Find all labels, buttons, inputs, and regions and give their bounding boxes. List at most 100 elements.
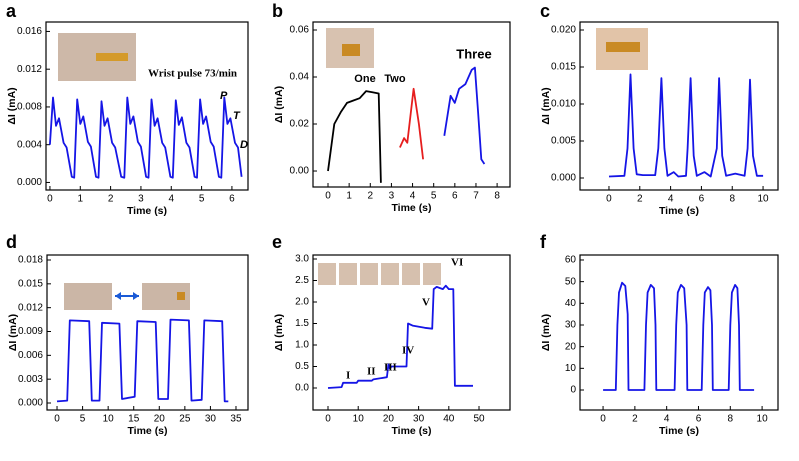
plot-frame (45, 21, 249, 191)
panel-label: d (6, 232, 17, 252)
insets (58, 28, 648, 310)
y-tick-label: 0.02 (290, 119, 310, 130)
y-tick-label: 0.015 (18, 278, 43, 289)
data-line (443, 66, 486, 165)
x-tick-label: 30 (413, 414, 425, 425)
arrow-head (115, 292, 139, 300)
annotation: P (220, 90, 228, 102)
x-tick-label: 5 (80, 414, 86, 425)
series-label: One (354, 73, 375, 85)
y-axis-label: ΔI (mA) (273, 86, 285, 123)
y-tick-label: 0.04 (290, 72, 310, 83)
annotation: III (384, 362, 397, 374)
y-axis-label: ΔI (mA) (273, 314, 285, 351)
y-tick-label: 0.0 (295, 383, 309, 394)
y-tick-label: 0.020 (551, 25, 576, 36)
y-tick-label: 2.0 (295, 297, 309, 308)
x-tick-label: 25 (179, 414, 191, 425)
x-tick-label: 7 (473, 191, 479, 202)
y-tick-label: 50 (565, 276, 577, 287)
y-tick-label: 0.5 (295, 361, 309, 372)
x-axis-label: Time (s) (659, 425, 699, 437)
data-line (603, 281, 755, 391)
x-tick-label: 8 (728, 414, 734, 425)
panel-label: e (272, 232, 282, 252)
y-tick-label: 0.008 (17, 102, 42, 113)
sensor (177, 292, 185, 300)
plot-frame (579, 254, 779, 411)
plot-frame (312, 254, 511, 411)
plot-frame (312, 21, 511, 188)
data-line (608, 73, 764, 178)
x-tick-label: 35 (230, 414, 242, 425)
x-axis-label: Time (s) (391, 202, 431, 214)
annotation: VI (451, 257, 463, 269)
y-tick-label: 0.000 (551, 173, 576, 184)
y-tick-label: 40 (565, 298, 577, 309)
sensor (96, 53, 128, 61)
y-tick-label: 0.010 (551, 99, 576, 110)
y-axis-label: ΔI (mA) (540, 87, 552, 124)
x-tick-label: 10 (353, 414, 365, 425)
data-line (56, 318, 229, 403)
x-tick-label: 4 (410, 191, 416, 202)
gesture-photos (318, 263, 441, 285)
y-axis-label: ΔI (mA) (7, 314, 19, 351)
y-tick-label: 0.015 (551, 62, 576, 73)
y-tick-label: 0.006 (18, 350, 43, 361)
annotation: T (233, 110, 241, 122)
x-tick-label: 6 (452, 191, 458, 202)
x-tick-label: 50 (473, 414, 485, 425)
x-tick-label: 5 (199, 194, 205, 205)
x-tick-label: 15 (128, 414, 140, 425)
x-tick-label: 10 (103, 414, 115, 425)
y-tick-label: 0.005 (551, 136, 576, 147)
y-tick-label: 0.000 (18, 398, 43, 409)
x-tick-label: 0 (600, 414, 606, 425)
data-line (327, 284, 473, 389)
y-tick-label: 1.5 (295, 318, 309, 329)
x-tick-label: 0 (47, 194, 53, 205)
x-tick-label: 1 (77, 194, 83, 205)
y-tick-label: 60 (565, 255, 577, 266)
x-tick-label: 3 (389, 191, 395, 202)
x-tick-label: 20 (383, 414, 395, 425)
x-tick-label: 8 (729, 194, 735, 205)
y-tick-label: 1.0 (295, 340, 309, 351)
panel-label: c (540, 1, 550, 21)
x-tick-label: 2 (632, 414, 638, 425)
x-tick-label: 10 (757, 194, 769, 205)
x-axis-label: Time (s) (391, 425, 431, 437)
panel-label: f (540, 232, 547, 252)
x-tick-label: 8 (494, 191, 500, 202)
x-tick-label: 4 (168, 194, 174, 205)
sensor (342, 44, 360, 56)
x-tick-label: 6 (229, 194, 235, 205)
plot-frame (579, 21, 779, 191)
y-tick-label: 2.5 (295, 275, 309, 286)
series-label: Two (384, 73, 405, 85)
x-tick-label: 30 (205, 414, 217, 425)
x-tick-label: 1 (346, 191, 352, 202)
y-tick-label: 0.004 (17, 139, 42, 150)
x-tick-label: 2 (637, 194, 643, 205)
y-tick-label: 0.018 (18, 255, 43, 266)
data-line (49, 96, 243, 179)
annotation: V (422, 297, 430, 309)
annotation: IV (402, 345, 414, 357)
x-tick-label: 5 (431, 191, 437, 202)
y-axis-label: ΔI (mA) (6, 87, 18, 124)
x-axis-label: Time (s) (659, 205, 699, 217)
x-tick-label: 40 (443, 414, 455, 425)
panel-label: a (6, 1, 17, 21)
y-tick-label: 0.016 (17, 26, 42, 37)
y-tick-label: 0.00 (290, 166, 310, 177)
data-line (399, 87, 424, 160)
series-label: Three (456, 46, 491, 61)
y-tick-label: 0.012 (17, 64, 42, 75)
y-tick-label: 0.009 (18, 326, 43, 337)
y-tick-label: 20 (565, 341, 577, 352)
x-tick-label: 0 (325, 414, 331, 425)
y-tick-label: 0.000 (17, 177, 42, 188)
